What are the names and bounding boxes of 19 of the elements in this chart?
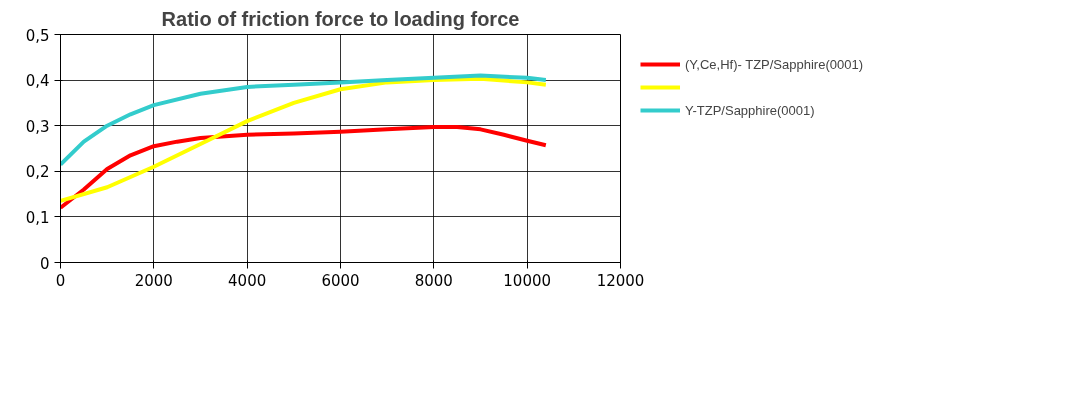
line-series (60, 76, 548, 203)
legend-label: Y-TZP/Sapphire(0001) (685, 102, 815, 118)
x-tick-label: 8000 (414, 271, 453, 290)
x-tick-label: 4000 (228, 271, 267, 290)
x-tick-label: 12000 (596, 271, 645, 290)
line-series (60, 73, 548, 167)
legend-label: (Y,Ce,Hf)- TZP/Sapphire(0001) (685, 56, 863, 72)
chart-title: Ratio of friction force to loading force (161, 7, 520, 30)
x-tick-label: 6000 (321, 271, 360, 290)
x-tick-label: 2000 (134, 271, 173, 290)
y-tick-label: 0,2 (25, 163, 50, 182)
y-tick-label: 0,4 (25, 72, 50, 91)
y-tick-label: 0,1 (25, 208, 50, 227)
y-tick-label: 0,3 (25, 117, 50, 136)
y-tick-label: 0,5 (25, 26, 50, 45)
line-series (60, 125, 548, 210)
x-tick-label: 10000 (503, 271, 552, 290)
y-tick-label: 0 (39, 254, 50, 273)
x-tick-label: 0 (55, 271, 66, 290)
